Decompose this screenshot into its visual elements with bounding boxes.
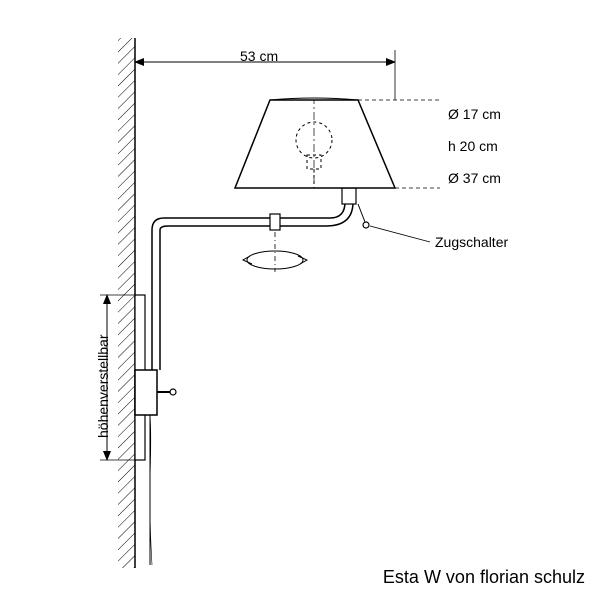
swivel-joint (270, 214, 280, 230)
bracket-knob (170, 389, 176, 395)
height-adjustable-label: höhenverstellbar (95, 334, 111, 438)
caption: Esta W von florian schulz (383, 567, 585, 588)
lamp-shade (235, 100, 395, 188)
pull-switch-label: Zugschalter (435, 234, 508, 250)
dim-bottom-diameter: Ø 37 cm (448, 170, 501, 186)
technical-drawing (0, 0, 600, 600)
pull-cord (358, 204, 365, 222)
wall-hatch (118, 38, 135, 568)
pull-knob (363, 222, 369, 228)
dim-top-diameter: Ø 17 cm (448, 106, 501, 122)
lamp-socket (342, 188, 356, 204)
dim-shade-height: h 20 cm (448, 138, 498, 154)
dim-width-label: 53 cm (240, 48, 278, 64)
mount-bracket (135, 370, 157, 415)
leader-zugschalter (370, 226, 430, 242)
